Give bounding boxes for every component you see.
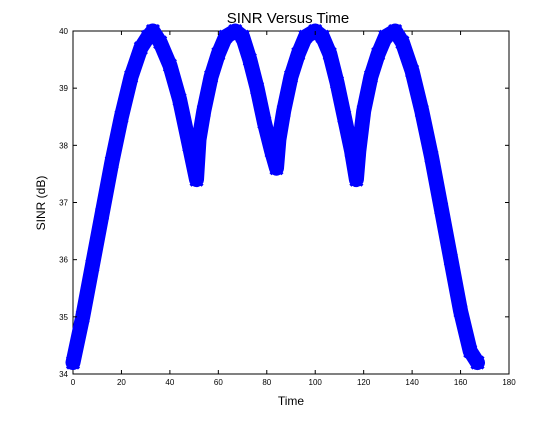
data-point-marker — [349, 172, 364, 187]
data-point-marker — [204, 69, 219, 84]
data-point-marker — [351, 143, 366, 159]
data-point-marker — [453, 304, 468, 319]
x-tick-label: 40 — [165, 378, 174, 387]
data-point-marker — [329, 75, 345, 90]
data-point-marker — [264, 143, 279, 159]
data-point-marker — [276, 103, 291, 119]
data-point-marker — [470, 355, 485, 370]
data-point-marker — [189, 172, 204, 187]
data-point-marker — [363, 69, 378, 84]
data-point-marker — [269, 161, 284, 176]
data-point-marker — [65, 355, 81, 370]
data-point-marker — [356, 103, 371, 119]
y-tick-label: 40 — [59, 27, 68, 36]
data-point-marker — [182, 138, 197, 153]
data-point-marker — [298, 29, 313, 44]
data-point-marker — [463, 344, 478, 359]
data-point-marker — [371, 46, 386, 61]
x-tick-label: 80 — [262, 378, 271, 387]
x-tick-label: 180 — [502, 378, 516, 387]
data-point-marker — [414, 103, 429, 119]
data-point-marker — [424, 149, 439, 164]
data-point-marker — [378, 29, 393, 44]
data-point-marker — [395, 35, 410, 50]
y-axis-ticks: 34 35 36 37 38 39 40 — [59, 27, 509, 379]
x-tick-label: 60 — [214, 378, 223, 387]
data-point-marker — [322, 46, 337, 61]
x-tick-label: 0 — [71, 378, 76, 387]
data-point-marker — [405, 63, 420, 79]
y-tick-label: 36 — [59, 256, 68, 265]
data-point-marker — [191, 132, 207, 147]
y-tick-label: 34 — [59, 370, 68, 379]
x-tick-label: 140 — [405, 378, 419, 387]
data-point-marker — [75, 309, 90, 324]
data-point-marker — [218, 29, 233, 44]
data-point-marker — [337, 109, 352, 124]
data-point-marker — [114, 109, 129, 124]
x-tick-label: 20 — [117, 378, 126, 387]
data-point-marker — [388, 23, 403, 39]
data-point-marker — [145, 23, 160, 39]
data-point-marker — [133, 41, 148, 56]
x-tick-label: 100 — [309, 378, 323, 387]
y-tick-label: 37 — [59, 199, 68, 208]
data-point-marker — [162, 58, 177, 73]
data-point-marker — [315, 29, 330, 44]
x-tick-label: 120 — [357, 378, 371, 387]
data-point-marker — [124, 69, 139, 84]
data-point-marker — [153, 35, 168, 50]
data-point-marker — [271, 132, 286, 147]
series-layer — [65, 23, 485, 371]
data-point-marker — [283, 69, 299, 84]
x-axis-ticks: 0 20 40 60 80 100 120 140 160 180 — [71, 31, 516, 387]
data-point-marker — [211, 46, 226, 61]
data-point-marker — [257, 115, 272, 130]
y-tick-label: 35 — [59, 313, 68, 322]
data-point-marker — [85, 258, 100, 273]
data-point-marker — [291, 46, 306, 61]
x-tick-label: 160 — [454, 378, 468, 387]
data-point-marker — [250, 81, 265, 96]
y-tick-label: 38 — [59, 141, 68, 150]
data-point-marker — [95, 206, 110, 221]
data-point-marker — [235, 29, 250, 44]
data-point-marker — [104, 155, 119, 170]
data-point-marker — [242, 52, 257, 67]
y-axis-label: SINR (dB) — [34, 176, 48, 231]
x-axis-label: Time — [278, 394, 305, 408]
chart-title: SINR Versus Time — [227, 10, 350, 27]
data-point-marker — [434, 201, 449, 216]
data-point-marker — [172, 92, 187, 107]
data-point-marker — [443, 252, 458, 267]
y-tick-label: 39 — [59, 84, 68, 93]
data-point-marker — [196, 103, 211, 119]
